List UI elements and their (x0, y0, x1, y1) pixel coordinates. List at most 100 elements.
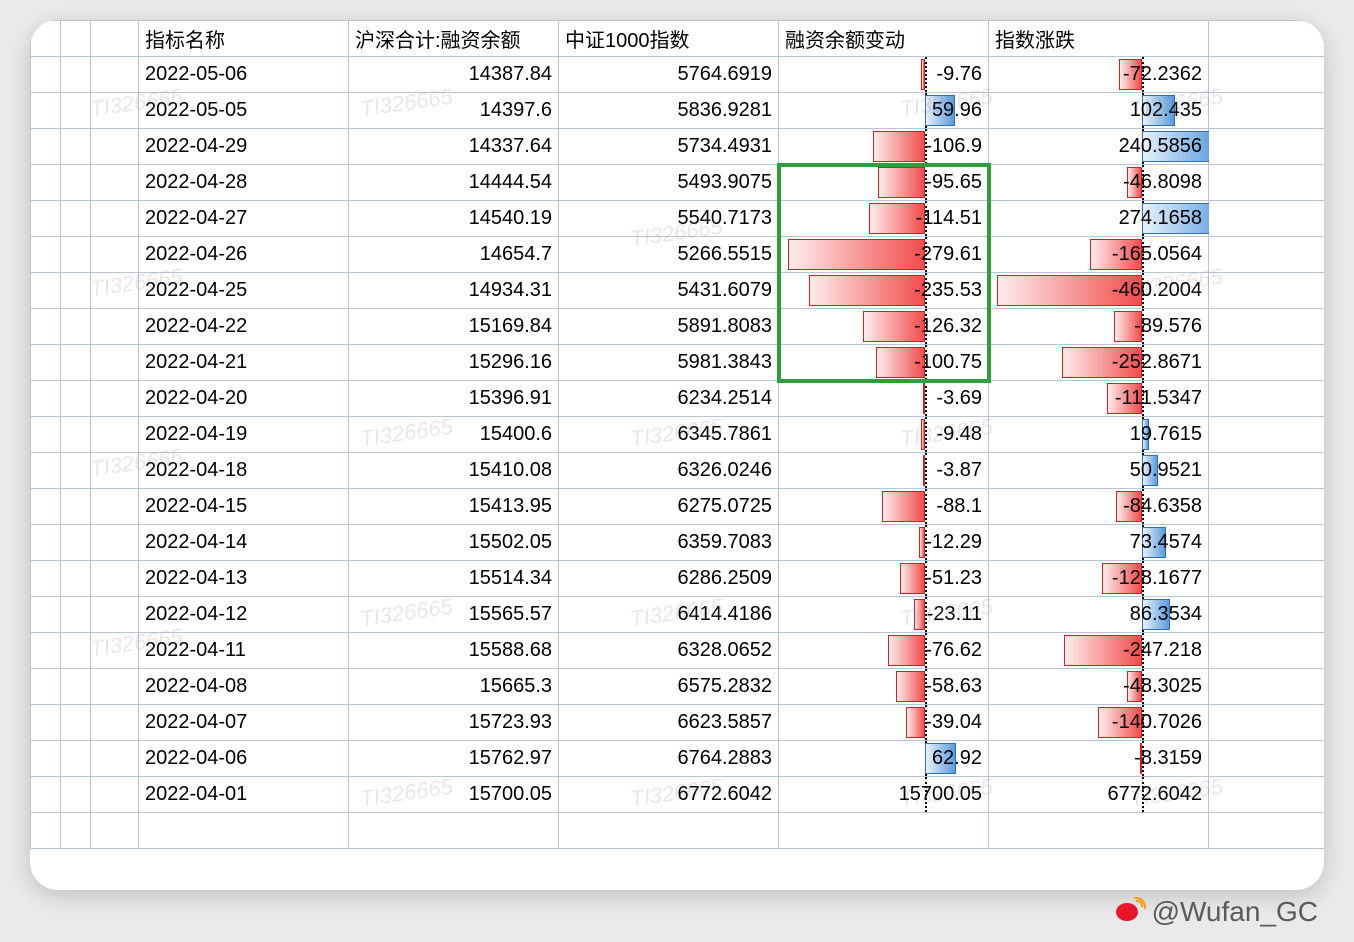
cell-index[interactable]: 6286.2509 (559, 561, 779, 597)
cell-date[interactable]: 2022-04-28 (139, 165, 349, 201)
cell-updown[interactable]: -72.2362 (989, 57, 1209, 93)
cell-balance[interactable]: 15665.3 (349, 669, 559, 705)
cell-balance[interactable]: 14397.6 (349, 93, 559, 129)
cell-date[interactable]: 2022-04-06 (139, 741, 349, 777)
cell-updown[interactable]: -89.576 (989, 309, 1209, 345)
cell-date[interactable]: 2022-04-07 (139, 705, 349, 741)
cell-balance[interactable]: 15514.34 (349, 561, 559, 597)
cell-date[interactable]: 2022-04-14 (139, 525, 349, 561)
cell-date[interactable]: 2022-04-15 (139, 489, 349, 525)
cell-updown[interactable]: -460.2004 (989, 273, 1209, 309)
cell-updown[interactable]: -140.7026 (989, 705, 1209, 741)
cell-index[interactable]: 6772.6042 (559, 777, 779, 813)
cell-balance[interactable]: 15400.6 (349, 417, 559, 453)
cell-index[interactable]: 6345.7861 (559, 417, 779, 453)
cell-updown[interactable]: 73.4574 (989, 525, 1209, 561)
cell-index[interactable]: 5764.6919 (559, 57, 779, 93)
cell-updown[interactable]: 86.3534 (989, 597, 1209, 633)
cell-updown[interactable]: -84.6358 (989, 489, 1209, 525)
cell-index[interactable]: 5493.9075 (559, 165, 779, 201)
cell-date[interactable]: 2022-04-27 (139, 201, 349, 237)
cell-index[interactable]: 6414.4186 (559, 597, 779, 633)
cell-updown[interactable]: 274.1658 (989, 201, 1209, 237)
col-header[interactable]: 融资余额变动 (779, 21, 989, 57)
cell-change[interactable]: -39.04 (779, 705, 989, 741)
cell-index[interactable]: 5540.7173 (559, 201, 779, 237)
cell-balance[interactable]: 15502.05 (349, 525, 559, 561)
cell-index[interactable]: 5836.9281 (559, 93, 779, 129)
cell-change[interactable]: -100.75 (779, 345, 989, 381)
cell-date[interactable]: 2022-05-05 (139, 93, 349, 129)
cell-change[interactable]: -76.62 (779, 633, 989, 669)
col-header[interactable]: 指标名称 (139, 21, 349, 57)
cell-change[interactable]: -23.11 (779, 597, 989, 633)
cell-index[interactable]: 6359.7083 (559, 525, 779, 561)
cell-index[interactable]: 5981.3843 (559, 345, 779, 381)
cell-updown[interactable]: 102.435 (989, 93, 1209, 129)
cell-balance[interactable]: 15565.57 (349, 597, 559, 633)
cell-date[interactable]: 2022-04-12 (139, 597, 349, 633)
cell-change[interactable]: -88.1 (779, 489, 989, 525)
cell-index[interactable]: 6575.2832 (559, 669, 779, 705)
cell-date[interactable]: 2022-04-26 (139, 237, 349, 273)
cell-balance[interactable]: 15169.84 (349, 309, 559, 345)
cell-change[interactable]: 15700.05 (779, 777, 989, 813)
cell-change[interactable]: -114.51 (779, 201, 989, 237)
cell-change[interactable]: -3.69 (779, 381, 989, 417)
cell-updown[interactable]: 6772.6042 (989, 777, 1209, 813)
cell-change[interactable]: -12.29 (779, 525, 989, 561)
cell-change[interactable]: 59.96 (779, 93, 989, 129)
cell-index[interactable]: 5431.6079 (559, 273, 779, 309)
cell-balance[interactable]: 15410.08 (349, 453, 559, 489)
cell-balance[interactable]: 14337.64 (349, 129, 559, 165)
cell-change[interactable]: -3.87 (779, 453, 989, 489)
cell-date[interactable]: 2022-04-08 (139, 669, 349, 705)
cell-change[interactable]: -106.9 (779, 129, 989, 165)
cell-updown[interactable]: 240.5856 (989, 129, 1209, 165)
cell-change[interactable]: -51.23 (779, 561, 989, 597)
cell-balance[interactable]: 15413.95 (349, 489, 559, 525)
cell-updown[interactable]: -128.1677 (989, 561, 1209, 597)
cell-index[interactable]: 6328.0652 (559, 633, 779, 669)
cell-index[interactable]: 6234.2514 (559, 381, 779, 417)
cell-change[interactable]: -235.53 (779, 273, 989, 309)
cell-date[interactable]: 2022-04-19 (139, 417, 349, 453)
cell-date[interactable]: 2022-04-18 (139, 453, 349, 489)
cell-index[interactable]: 6275.0725 (559, 489, 779, 525)
cell-updown[interactable]: -247.218 (989, 633, 1209, 669)
cell-date[interactable]: 2022-04-25 (139, 273, 349, 309)
cell-updown[interactable]: -8.3159 (989, 741, 1209, 777)
cell-change[interactable]: -9.48 (779, 417, 989, 453)
cell-change[interactable]: -9.76 (779, 57, 989, 93)
cell-date[interactable]: 2022-04-01 (139, 777, 349, 813)
cell-updown[interactable]: -48.3025 (989, 669, 1209, 705)
cell-balance[interactable]: 14654.7 (349, 237, 559, 273)
col-header[interactable]: 中证1000指数 (559, 21, 779, 57)
cell-date[interactable]: 2022-04-11 (139, 633, 349, 669)
cell-index[interactable]: 6623.5857 (559, 705, 779, 741)
cell-updown[interactable]: -46.8098 (989, 165, 1209, 201)
cell-updown[interactable]: 50.9521 (989, 453, 1209, 489)
cell-balance[interactable]: 14444.54 (349, 165, 559, 201)
cell-balance[interactable]: 15588.68 (349, 633, 559, 669)
cell-updown[interactable]: 19.7615 (989, 417, 1209, 453)
cell-index[interactable]: 6326.0246 (559, 453, 779, 489)
cell-index[interactable]: 6764.2883 (559, 741, 779, 777)
cell-updown[interactable]: -111.5347 (989, 381, 1209, 417)
cell-balance[interactable]: 15396.91 (349, 381, 559, 417)
cell-balance[interactable]: 14934.31 (349, 273, 559, 309)
cell-change[interactable]: -279.61 (779, 237, 989, 273)
cell-date[interactable]: 2022-04-20 (139, 381, 349, 417)
cell-date[interactable]: 2022-04-22 (139, 309, 349, 345)
cell-change[interactable]: 62.92 (779, 741, 989, 777)
cell-updown[interactable]: -165.0564 (989, 237, 1209, 273)
cell-date[interactable]: 2022-04-29 (139, 129, 349, 165)
col-header[interactable]: 指数涨跌 (989, 21, 1209, 57)
cell-balance[interactable]: 15296.16 (349, 345, 559, 381)
cell-date[interactable]: 2022-04-13 (139, 561, 349, 597)
cell-balance[interactable]: 15700.05 (349, 777, 559, 813)
cell-updown[interactable]: -252.8671 (989, 345, 1209, 381)
col-header[interactable]: 沪深合计:融资余额 (349, 21, 559, 57)
cell-balance[interactable]: 14540.19 (349, 201, 559, 237)
cell-balance[interactable]: 15762.97 (349, 741, 559, 777)
